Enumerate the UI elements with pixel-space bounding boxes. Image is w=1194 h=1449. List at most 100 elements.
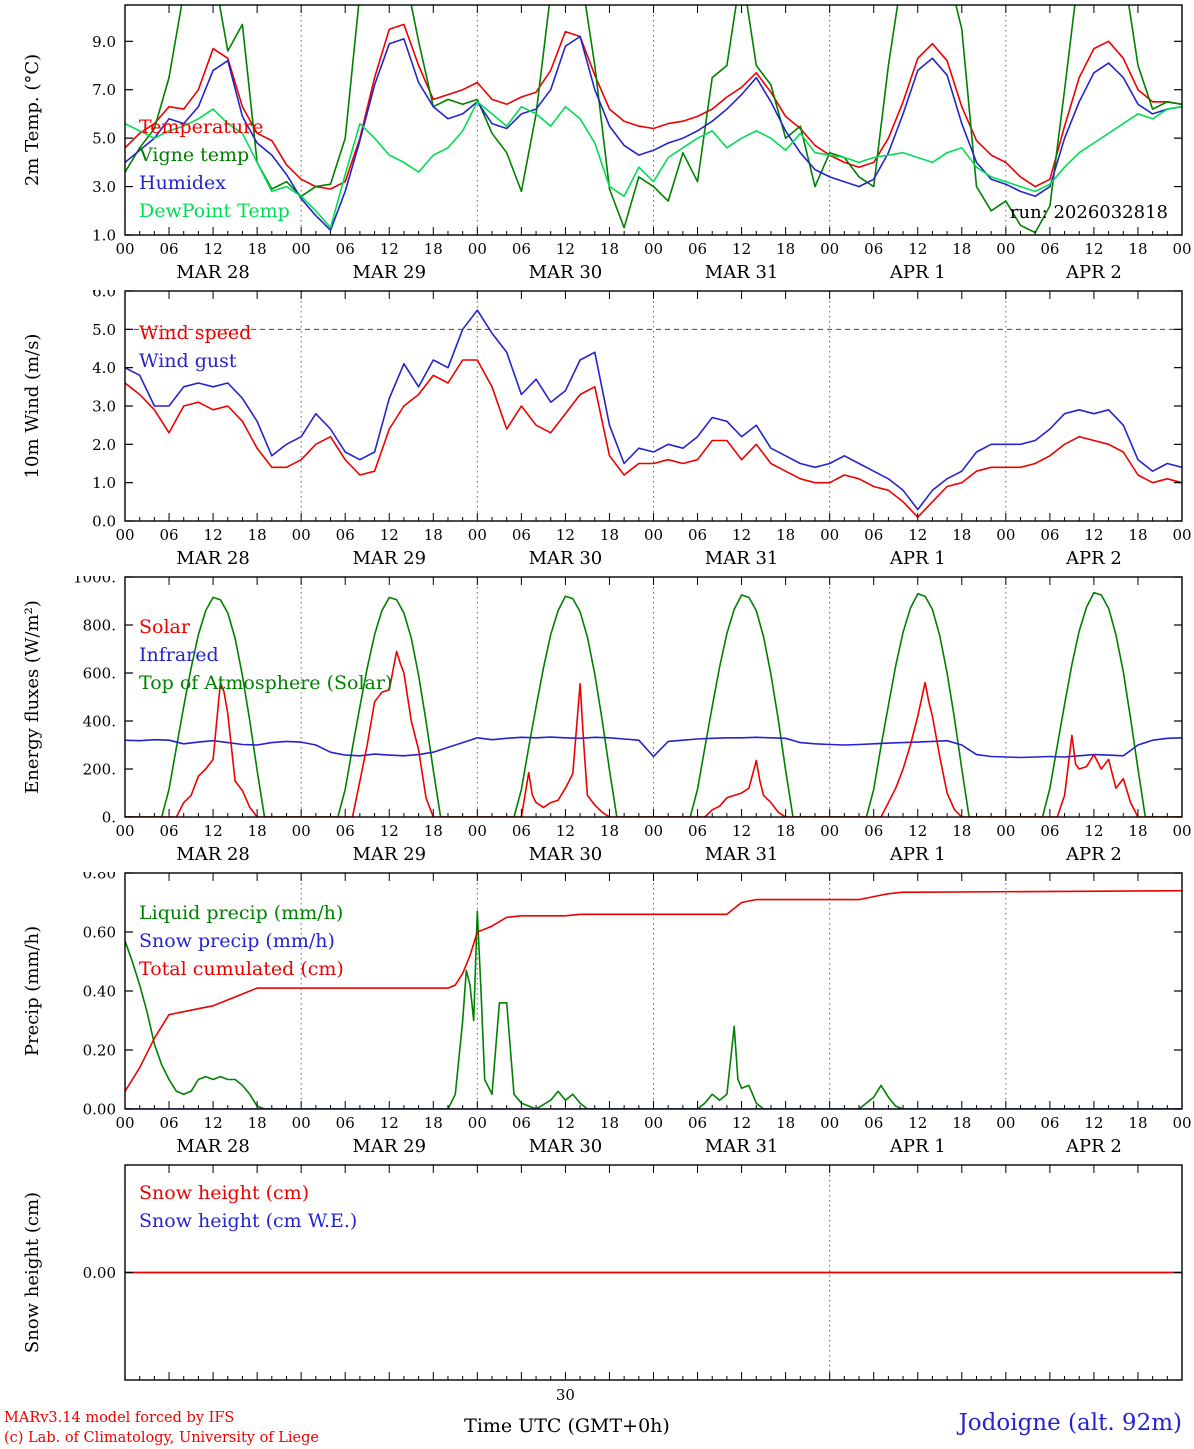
hour-label: 00 xyxy=(820,822,839,840)
day-label: APR 2 xyxy=(1065,1136,1122,1157)
hour-label: 00 xyxy=(644,1114,663,1132)
day-label: MAR 28 xyxy=(176,262,250,283)
day-label: MAR 30 xyxy=(529,1136,603,1157)
hour-label: 18 xyxy=(424,526,443,544)
hour-label: 06 xyxy=(336,1114,355,1132)
hour-label: 12 xyxy=(556,526,575,544)
legend-humidex: Humidex xyxy=(139,172,226,194)
hour-label: 00 xyxy=(1172,240,1191,258)
hour-label: 12 xyxy=(1084,1114,1103,1132)
run-label: run: 2026032818 xyxy=(1010,202,1168,223)
extra-x-label: 30 xyxy=(556,1386,575,1404)
panel-10m-wind: 0.0 1.0 2.0 3.0 4.0 5.0 6.0 00 06 12 18 00 06 12 18 00 0… xyxy=(0,283,1194,576)
hour-label: 06 xyxy=(159,1114,178,1132)
hour-label: 12 xyxy=(380,526,399,544)
legend-dewpoint-temp: DewPoint Temp xyxy=(139,200,290,222)
hour-label: 12 xyxy=(908,526,927,544)
series-wind-gust xyxy=(125,309,1182,511)
y-tick-label: 200. xyxy=(83,761,116,779)
chart-precip: 0.00 0.20 0.40 0.60 0.80 00 06 12 18 00 06 12 18 00 06… xyxy=(22,865,1192,1158)
hour-label: 18 xyxy=(1128,240,1147,258)
hour-label: 00 xyxy=(820,526,839,544)
hour-label: 12 xyxy=(732,822,751,840)
day-label: MAR 28 xyxy=(176,1136,250,1157)
hour-label: 12 xyxy=(204,240,223,258)
legend-total-cumulated-cm: Total cumulated (cm) xyxy=(139,958,344,980)
hour-label: 06 xyxy=(688,240,707,258)
day-label: MAR 29 xyxy=(352,1136,426,1157)
y-tick-label: 800. xyxy=(83,617,116,635)
hour-label: 12 xyxy=(732,1114,751,1132)
y-tick-label: 9.0 xyxy=(92,33,116,51)
y-axis-title: Snow height (cm) xyxy=(22,1192,43,1353)
y-tick-label: 6.0 xyxy=(92,290,116,301)
y-tick-label: 0.0 xyxy=(92,513,116,531)
day-label: MAR 30 xyxy=(529,548,603,569)
hour-label: 06 xyxy=(159,822,178,840)
hour-label: 00 xyxy=(1172,822,1191,840)
day-label: APR 2 xyxy=(1065,262,1122,283)
hour-label: 12 xyxy=(204,822,223,840)
hour-label: 12 xyxy=(732,526,751,544)
hour-label: 12 xyxy=(1084,526,1103,544)
y-axis-title: 10m Wind (m/s) xyxy=(22,334,43,479)
hour-label: 00 xyxy=(115,822,134,840)
panel-energy-fluxes: 0. 200. 400. 600. 800. 1000. 00 06 12 18 00 06 12 18 0… xyxy=(0,569,1194,872)
day-label: APR 1 xyxy=(889,1136,946,1157)
y-tick-label: 0. xyxy=(102,809,116,827)
hour-label: 00 xyxy=(292,1114,311,1132)
y-tick-label: 5.0 xyxy=(92,130,116,148)
hour-label: 06 xyxy=(1040,240,1059,258)
y-tick-label: 2.0 xyxy=(92,436,116,454)
y-tick-label: 0.20 xyxy=(83,1042,116,1060)
y-axis-title: Energy fluxes (W/m²) xyxy=(22,600,43,794)
series-humidex xyxy=(125,35,1182,231)
hour-label: 00 xyxy=(115,240,134,258)
hour-label: 06 xyxy=(688,526,707,544)
y-tick-label: 1.0 xyxy=(92,474,116,492)
hour-label: 00 xyxy=(1172,1114,1191,1132)
legend-snow-precip-mm-h: Snow precip (mm/h) xyxy=(139,930,335,952)
credit-line-2: (c) Lab. of Climatology, University of L… xyxy=(4,1430,319,1447)
hour-label: 00 xyxy=(644,526,663,544)
hour-label: 06 xyxy=(864,822,883,840)
hour-label: 18 xyxy=(776,822,795,840)
hour-label: 12 xyxy=(556,822,575,840)
legend-temperature: Temperature xyxy=(139,116,263,138)
y-tick-label: 4.0 xyxy=(92,359,116,377)
day-label: MAR 30 xyxy=(529,262,603,283)
legend-vigne-temp: Vigne temp xyxy=(138,144,249,166)
hour-label: 18 xyxy=(776,526,795,544)
x-axis-title: Time UTC (GMT+0h) xyxy=(464,1415,670,1437)
chart-snow-height: 0.00 30 Snow height (cm) Snow height (cm W.… xyxy=(22,1164,1183,1404)
footer: MARv3.14 model forced by IFS (c) Lab. of… xyxy=(0,1407,1194,1449)
y-tick-label: 0.80 xyxy=(83,872,116,883)
day-label: APR 2 xyxy=(1065,844,1122,865)
hour-label: 00 xyxy=(468,526,487,544)
hour-label: 12 xyxy=(1084,822,1103,840)
hour-label: 06 xyxy=(159,240,178,258)
y-tick-label: 7.0 xyxy=(92,81,116,99)
hour-label: 00 xyxy=(644,822,663,840)
series-temperature xyxy=(125,23,1182,190)
model-credits: MARv3.14 model forced by IFS (c) Lab. of… xyxy=(4,1408,319,1449)
legend-wind-speed: Wind speed xyxy=(139,322,251,344)
hour-label: 18 xyxy=(600,822,619,840)
panel-snow-height: 0.00 30 Snow height (cm) Snow height (cm W.… xyxy=(0,1164,1194,1407)
hour-label: 00 xyxy=(292,240,311,258)
day-label: APR 2 xyxy=(1065,548,1122,569)
series-liquid-precip xyxy=(125,910,1182,1109)
hour-label: 18 xyxy=(600,1114,619,1132)
hour-label: 06 xyxy=(159,526,178,544)
y-tick-label: 5.0 xyxy=(92,321,116,339)
hour-label: 06 xyxy=(1040,526,1059,544)
hour-label: 00 xyxy=(1172,526,1191,544)
hour-label: 12 xyxy=(380,240,399,258)
hour-label: 18 xyxy=(600,240,619,258)
series-infrared xyxy=(125,736,1182,759)
hour-label: 00 xyxy=(115,526,134,544)
hour-label: 18 xyxy=(952,526,971,544)
hour-label: 12 xyxy=(732,240,751,258)
day-label: MAR 31 xyxy=(705,844,779,865)
hour-label: 18 xyxy=(424,240,443,258)
